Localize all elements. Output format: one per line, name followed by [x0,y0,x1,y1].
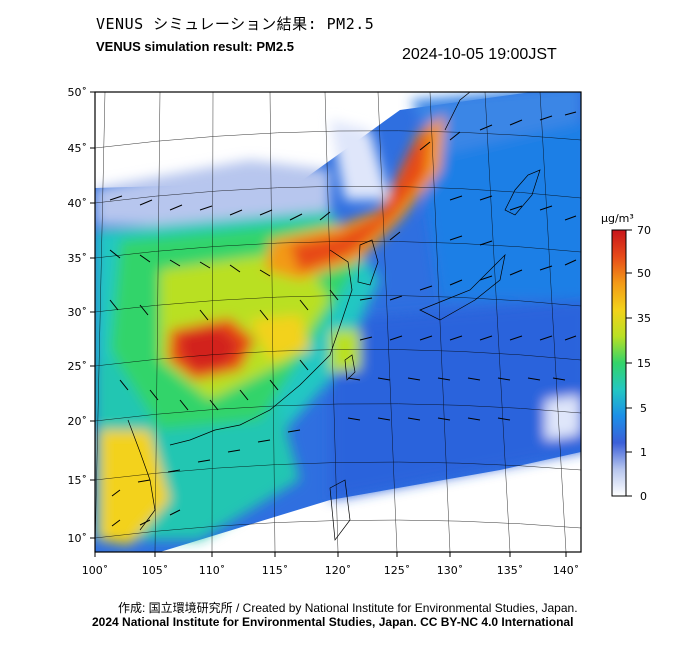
title-jp: VENUS シミュレーション結果: PM2.5 [96,15,375,33]
lon-label-125: 125˚ [384,564,411,577]
lat-label-40: 40˚ [68,197,88,210]
colorbar: μg/m³ 70 50 35 15 5 1 0 [601,212,651,503]
colorbar-tick-70: 70 [637,224,651,237]
wind-vectors [109,111,577,527]
lon-label-100: 100˚ [82,564,109,577]
colorbar-tick-5: 5 [640,402,647,415]
colorbar-tick-50: 50 [637,267,651,280]
lat-axis: 50˚ 45˚ 40˚ 35˚ 30˚ 25˚ 20˚ 15˚ 10˚ [68,86,95,545]
lat-label-25: 25˚ [68,360,88,373]
lon-label-120: 120˚ [325,564,352,577]
colorbar-unit: μg/m³ [601,212,634,225]
colorbar-tick-1: 1 [640,446,647,459]
colorbar-tick-0: 0 [640,490,647,503]
lon-label-140: 140˚ [553,564,580,577]
lat-label-20: 20˚ [68,415,88,428]
title-en: VENUS simulation result: PM2.5 [96,39,294,54]
lat-label-35: 35˚ [68,252,88,265]
timestamp: 2024-10-05 19:00JST [402,46,557,63]
lon-label-135: 135˚ [497,564,524,577]
colorbar-gradient [611,229,627,497]
colorbar-tick-35: 35 [637,312,651,325]
coastlines [127,92,541,541]
lat-label-50: 50˚ [68,86,88,99]
lat-label-15: 15˚ [68,474,88,487]
lat-label-45: 45˚ [68,142,88,155]
lon-label-105: 105˚ [142,564,169,577]
lon-label-130: 130˚ [437,564,464,577]
lon-label-110: 110˚ [199,564,226,577]
lon-label-115: 115˚ [262,564,289,577]
license-line: 2024 National Institute for Environmenta… [92,615,574,629]
colorbar-tick-15: 15 [637,357,651,370]
lat-label-10: 10˚ [68,532,88,545]
credit-line: 作成: 国立環境研究所 / Created by National Instit… [118,601,578,615]
graticule [95,92,581,552]
lat-label-30: 30˚ [68,306,88,319]
lon-axis: 100˚ 105˚ 110˚ 115˚ 120˚ 125˚ 130˚ 135˚ … [82,552,580,577]
pm25-field [95,92,581,552]
